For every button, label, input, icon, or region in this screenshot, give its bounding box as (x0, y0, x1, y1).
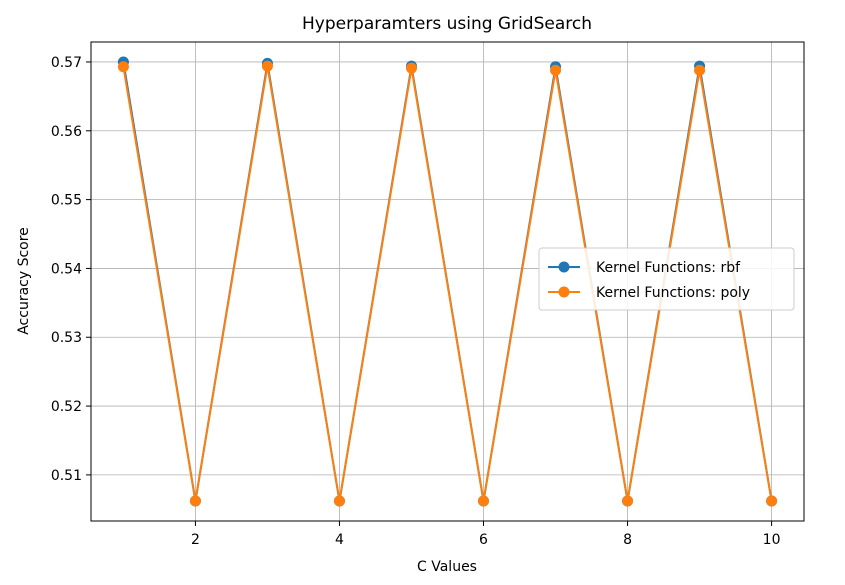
legend: Kernel Functions: rbf Kernel Functions: … (538, 247, 795, 311)
x-tick-label: 6 (479, 532, 488, 548)
data-point-poly (333, 495, 345, 507)
data-point-poly (261, 60, 273, 72)
data-point-poly (766, 495, 778, 507)
legend-box (538, 247, 795, 311)
plot-area-frame (90, 41, 805, 522)
y-tick-label: 0.57 (51, 55, 82, 71)
grid (91, 42, 804, 521)
y-tick-label: 0.51 (51, 468, 82, 484)
x-tick-label: 8 (623, 532, 632, 548)
y-tick-label: 0.55 (51, 193, 82, 209)
chart-title: Hyperparamters using GridSearch (302, 14, 592, 34)
legend-rbf-marker (558, 261, 570, 273)
x-tick-label: 4 (335, 532, 344, 548)
data-point-poly (622, 495, 634, 507)
legend-poly-marker (558, 286, 570, 298)
legend-rbf-label: Kernel Functions: rbf (596, 260, 741, 276)
y-tick-label: 0.54 (51, 261, 82, 277)
y-tick-label: 0.52 (51, 399, 82, 415)
data-point-poly (550, 64, 562, 76)
y-tick-label: 0.56 (51, 124, 82, 140)
x-tick-label: 10 (763, 532, 781, 548)
data-point-poly (694, 64, 706, 76)
data-point-poly (117, 61, 129, 73)
y-tick-label: 0.53 (51, 330, 82, 346)
data-point-poly (405, 62, 417, 74)
data-point-poly (478, 495, 490, 507)
y-axis-title: Accuracy Score (16, 227, 32, 335)
data-point-poly (189, 495, 201, 507)
legend-poly-label: Kernel Functions: poly (596, 285, 750, 301)
x-tick-label: 2 (191, 532, 200, 548)
x-axis-title: C Values (417, 559, 477, 575)
ticks: 2 4 6 8 10 0.51 0.52 0.53 0.54 0.55 0.56 0.57 (51, 55, 781, 548)
